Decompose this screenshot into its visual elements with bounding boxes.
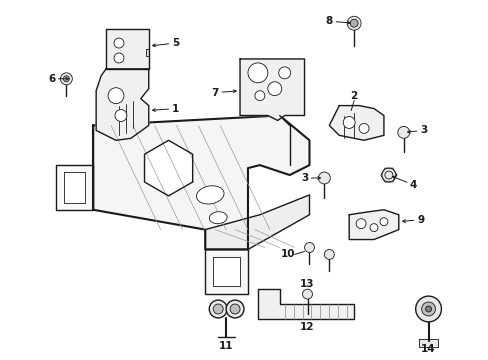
Polygon shape xyxy=(257,289,353,319)
Circle shape xyxy=(213,304,223,314)
Text: 11: 11 xyxy=(219,341,233,351)
Text: 6: 6 xyxy=(48,74,68,84)
Polygon shape xyxy=(328,105,383,140)
Circle shape xyxy=(108,88,123,104)
Text: 3: 3 xyxy=(407,125,427,135)
Circle shape xyxy=(225,300,244,318)
Text: 9: 9 xyxy=(402,215,423,225)
Ellipse shape xyxy=(196,186,224,204)
Circle shape xyxy=(302,289,312,299)
Circle shape xyxy=(324,249,334,260)
Circle shape xyxy=(421,302,435,316)
Polygon shape xyxy=(106,29,148,69)
Ellipse shape xyxy=(209,212,226,224)
Text: 3: 3 xyxy=(300,173,320,183)
Circle shape xyxy=(115,109,127,121)
Polygon shape xyxy=(205,195,309,249)
Polygon shape xyxy=(213,257,240,286)
Polygon shape xyxy=(348,210,398,239)
Circle shape xyxy=(304,243,314,252)
Circle shape xyxy=(278,67,290,79)
Polygon shape xyxy=(380,168,396,182)
Polygon shape xyxy=(418,339,438,347)
Circle shape xyxy=(267,82,281,96)
Polygon shape xyxy=(144,140,192,196)
Circle shape xyxy=(114,38,123,48)
Text: 14: 14 xyxy=(420,344,435,354)
Circle shape xyxy=(230,304,240,314)
Circle shape xyxy=(358,123,368,133)
Circle shape xyxy=(369,224,377,231)
Circle shape xyxy=(355,219,366,229)
Text: 2: 2 xyxy=(350,91,357,101)
Text: 1: 1 xyxy=(152,104,179,113)
Circle shape xyxy=(61,73,72,85)
Circle shape xyxy=(63,76,69,82)
Text: 12: 12 xyxy=(300,322,314,332)
Circle shape xyxy=(415,296,441,322)
Circle shape xyxy=(381,168,395,182)
Circle shape xyxy=(318,172,330,184)
Text: 7: 7 xyxy=(211,88,236,98)
Polygon shape xyxy=(205,249,247,294)
Polygon shape xyxy=(145,49,148,56)
Circle shape xyxy=(379,218,387,226)
Circle shape xyxy=(114,53,123,63)
Circle shape xyxy=(349,19,357,27)
Circle shape xyxy=(247,63,267,83)
Polygon shape xyxy=(93,116,309,249)
Text: 13: 13 xyxy=(300,279,314,289)
Polygon shape xyxy=(240,59,304,121)
Circle shape xyxy=(346,16,360,30)
Circle shape xyxy=(425,306,431,312)
Polygon shape xyxy=(96,69,148,140)
Polygon shape xyxy=(56,165,93,210)
Text: 10: 10 xyxy=(280,249,294,260)
Text: 4: 4 xyxy=(392,176,417,190)
Polygon shape xyxy=(64,172,85,203)
Circle shape xyxy=(209,300,226,318)
Text: 8: 8 xyxy=(325,16,349,26)
Circle shape xyxy=(397,126,409,138)
Circle shape xyxy=(343,117,354,129)
Circle shape xyxy=(254,91,264,100)
Text: 5: 5 xyxy=(152,38,179,48)
